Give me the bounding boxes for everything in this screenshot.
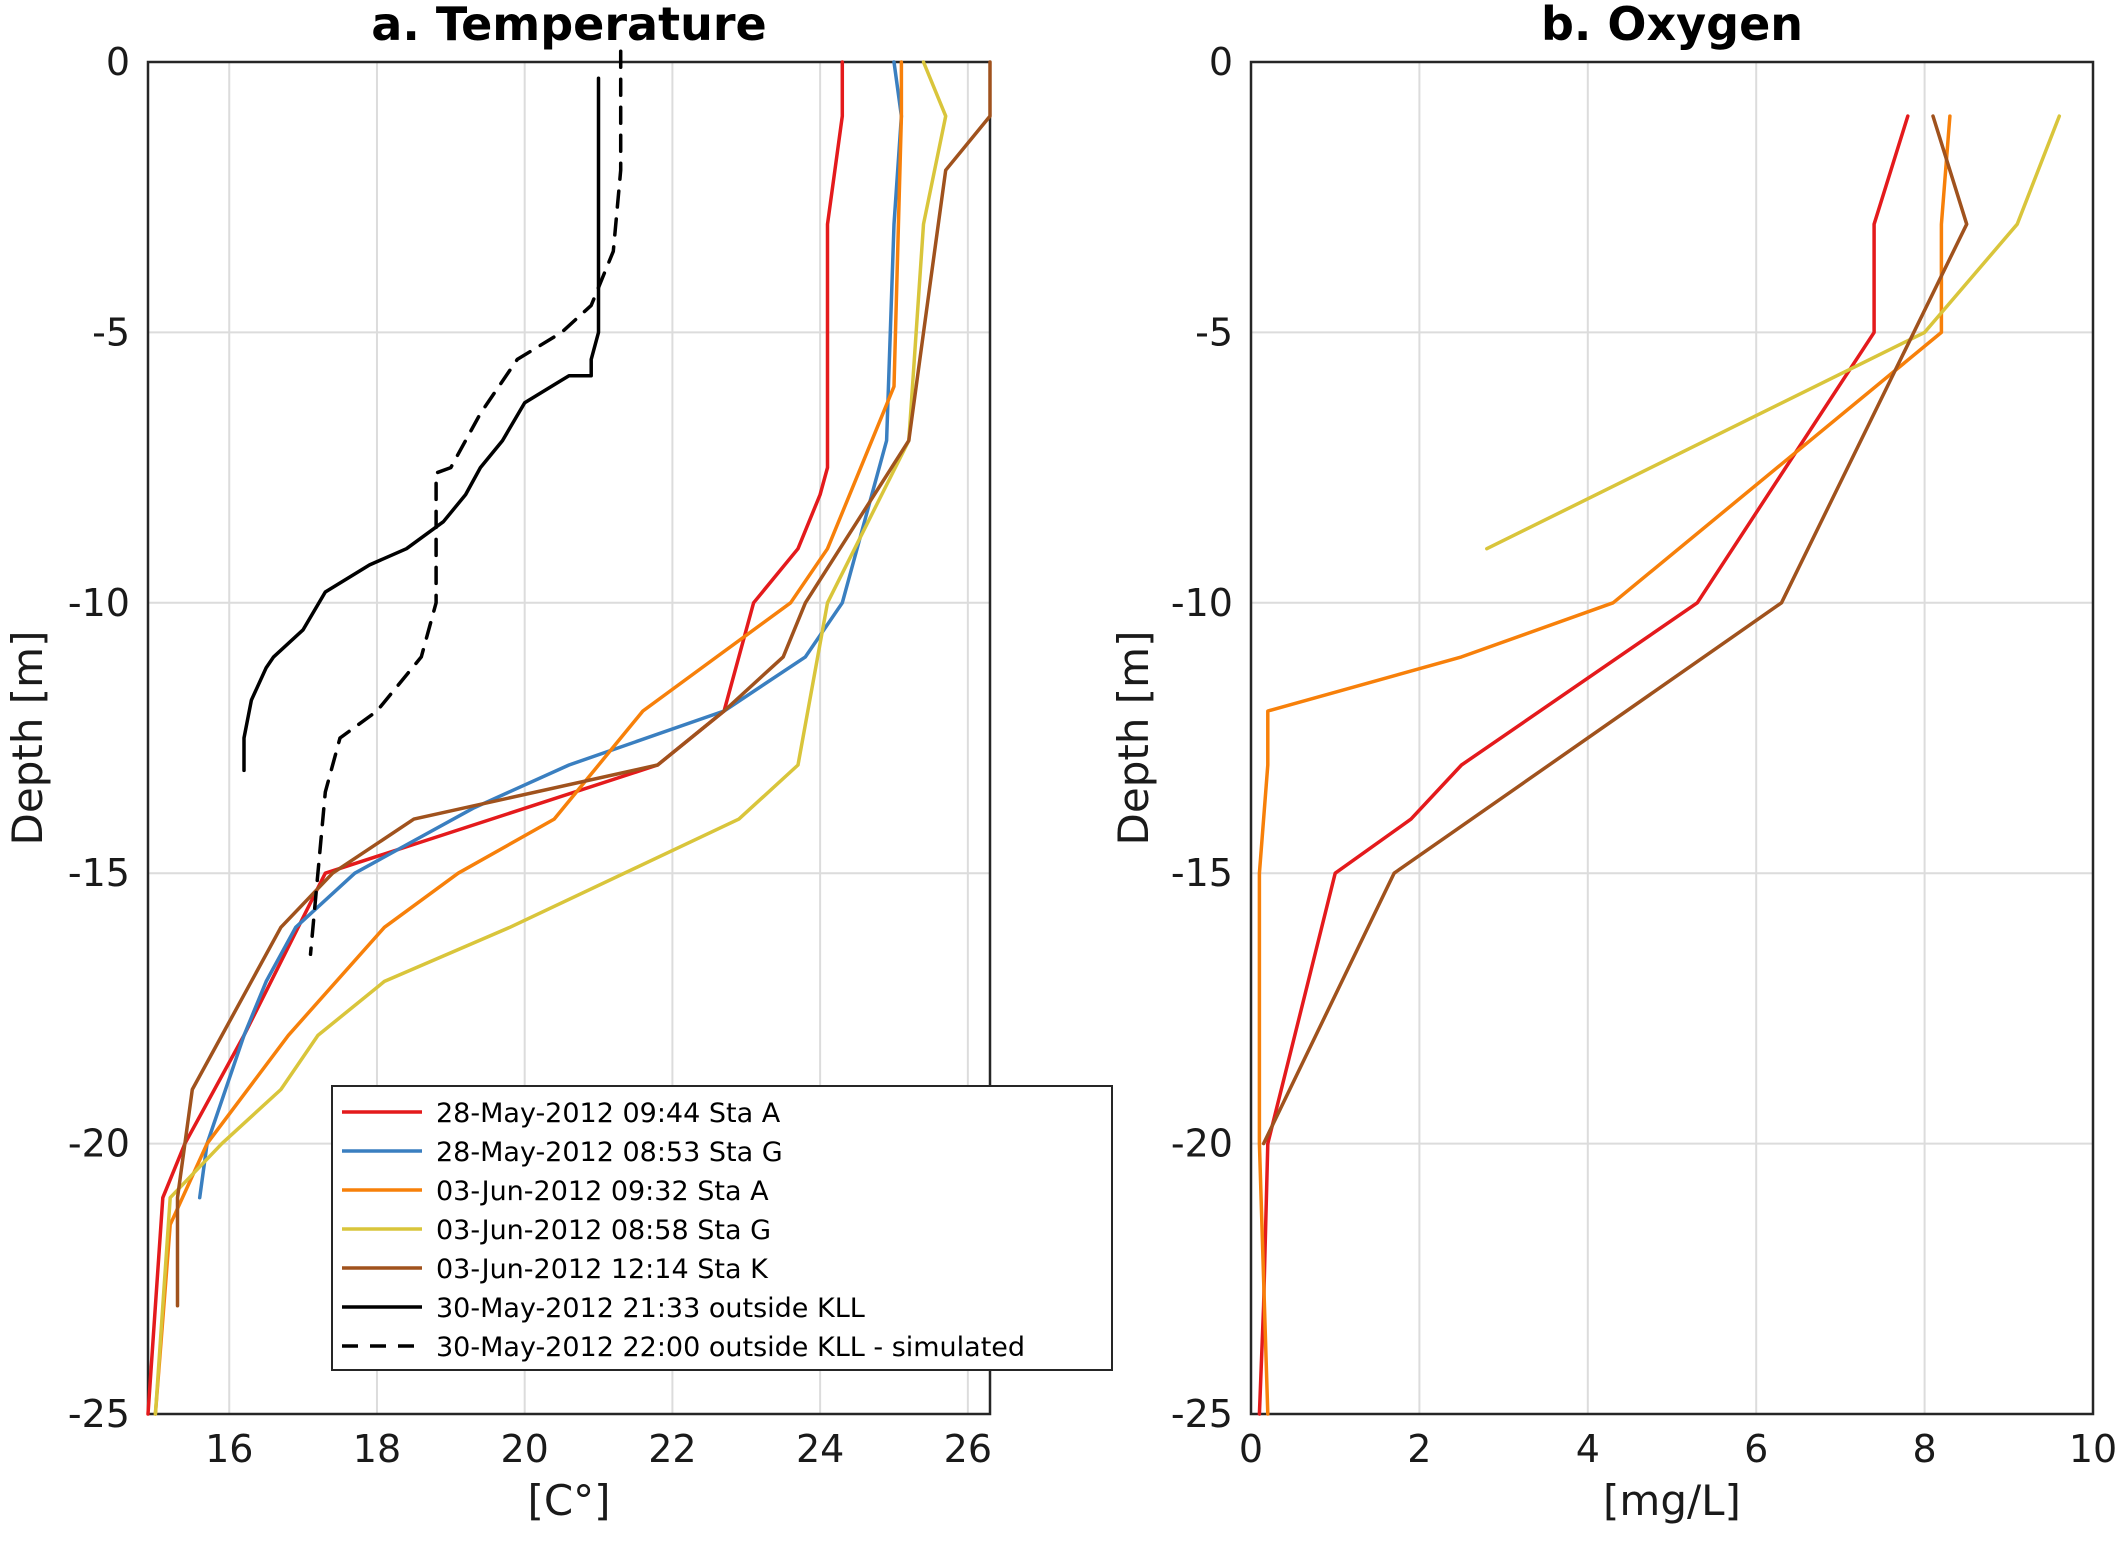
chart-title-oxygen: b. Oxygen bbox=[1541, 0, 1803, 51]
series-line-28-may-2012-09-44-sta-a bbox=[146, 60, 845, 1416]
x-tick-label: 24 bbox=[796, 1427, 844, 1471]
x-tick-labels-oxygen: 0 2 4 6 8 10 bbox=[1239, 1427, 2117, 1471]
legend-entry-label: 28-May-2012 09:44 Sta A bbox=[436, 1098, 781, 1129]
x-tick-label: 4 bbox=[1576, 1427, 1600, 1471]
legend-entry-label: 03-Jun-2012 09:32 Sta A bbox=[436, 1176, 769, 1207]
y-tick-label: -15 bbox=[1171, 851, 1233, 895]
y-axis-label-temperature: Depth [m] bbox=[3, 631, 52, 846]
x-tick-labels-temperature: 16 18 20 22 24 26 bbox=[205, 1427, 992, 1471]
x-tick-label: 0 bbox=[1239, 1427, 1263, 1471]
legend-entry-label: 03-Jun-2012 12:14 Sta K bbox=[436, 1254, 769, 1285]
y-tick-labels-temperature: 0 -5 -10 -15 -20 -25 bbox=[68, 40, 130, 1436]
series-line-03-jun-2012-12-14-sta-k bbox=[1261, 114, 1969, 1146]
x-tick-label: 8 bbox=[1913, 1427, 1937, 1471]
y-tick-label: -10 bbox=[68, 581, 130, 625]
legend-entry-label: 03-Jun-2012 08:58 Sta G bbox=[436, 1215, 771, 1246]
series-line-28-may-2012-08-53-sta-g bbox=[197, 60, 904, 1200]
axes-box-oxygen bbox=[1249, 60, 2095, 1416]
x-tick-label: 20 bbox=[501, 1427, 549, 1471]
x-tick-label: 26 bbox=[944, 1427, 992, 1471]
series-oxygen bbox=[1257, 114, 2062, 1416]
chart-title-temperature: a. Temperature bbox=[371, 0, 766, 51]
x-tick-label: 22 bbox=[648, 1427, 696, 1471]
y-tick-labels-oxygen: 0 -5 -10 -15 -20 -25 bbox=[1171, 40, 1233, 1436]
x-axis-label-temperature: [C°] bbox=[527, 1476, 610, 1525]
panel-oxygen: 0 2 4 6 8 10 0 -5 -10 -15 -20 -25 b. Oxygen [mg/L]… bbox=[1109, 0, 2117, 1525]
series-temperature bbox=[146, 49, 992, 1416]
y-tick-label: -25 bbox=[1171, 1392, 1233, 1436]
panel-temperature: 16 18 20 22 24 26 0 -5 -10 -15 -20 -25 a. Temperat… bbox=[3, 0, 1113, 1525]
series-line-03-jun-2012-12-14-sta-k bbox=[175, 60, 992, 1308]
series-line-03-jun-2012-08-58-sta-g bbox=[153, 60, 948, 1416]
series-line-28-may-2012-09-44-sta-a bbox=[1257, 114, 1910, 1416]
x-tick-label: 10 bbox=[2069, 1427, 2117, 1471]
y-tick-label: 0 bbox=[1209, 40, 1233, 84]
legend-entry-label: 30-May-2012 21:33 outside KLL bbox=[436, 1293, 865, 1324]
axes-box-temperature bbox=[146, 60, 992, 1416]
y-tick-label: -25 bbox=[68, 1392, 130, 1436]
x-tick-label: 18 bbox=[353, 1427, 401, 1471]
y-tick-label: -20 bbox=[68, 1122, 130, 1166]
series-line-03-jun-2012-09-32-sta-a bbox=[153, 60, 904, 1416]
legend: 28-May-2012 09:44 Sta A 28-May-2012 08:53… bbox=[331, 1085, 1113, 1371]
series-line-30-may-2012-21-33-outside-kll bbox=[242, 76, 601, 773]
y-tick-label: 0 bbox=[106, 40, 130, 84]
y-tick-label: -15 bbox=[68, 851, 130, 895]
legend-entry-label: 28-May-2012 08:53 Sta G bbox=[436, 1137, 783, 1168]
series-line-30-may-2012-22-00-outside-kll-simulated bbox=[308, 49, 623, 957]
y-tick-label: -5 bbox=[92, 310, 130, 354]
legend-items: 28-May-2012 09:44 Sta A 28-May-2012 08:53… bbox=[342, 1098, 1025, 1363]
y-axis-label-oxygen: Depth [m] bbox=[1109, 631, 1158, 846]
series-line-03-jun-2012-08-58-sta-g bbox=[1485, 114, 2062, 551]
x-tick-label: 2 bbox=[1407, 1427, 1431, 1471]
x-tick-label: 16 bbox=[205, 1427, 253, 1471]
y-tick-label: -10 bbox=[1171, 581, 1233, 625]
y-tick-label: -5 bbox=[1195, 310, 1233, 354]
legend-entry-label: 30-May-2012 22:00 outside KLL - simulate… bbox=[436, 1332, 1025, 1363]
x-axis-label-oxygen: [mg/L] bbox=[1603, 1476, 1741, 1525]
y-tick-label: -20 bbox=[1171, 1122, 1233, 1166]
legend-box bbox=[331, 1085, 1113, 1371]
x-tick-label: 6 bbox=[1744, 1427, 1768, 1471]
